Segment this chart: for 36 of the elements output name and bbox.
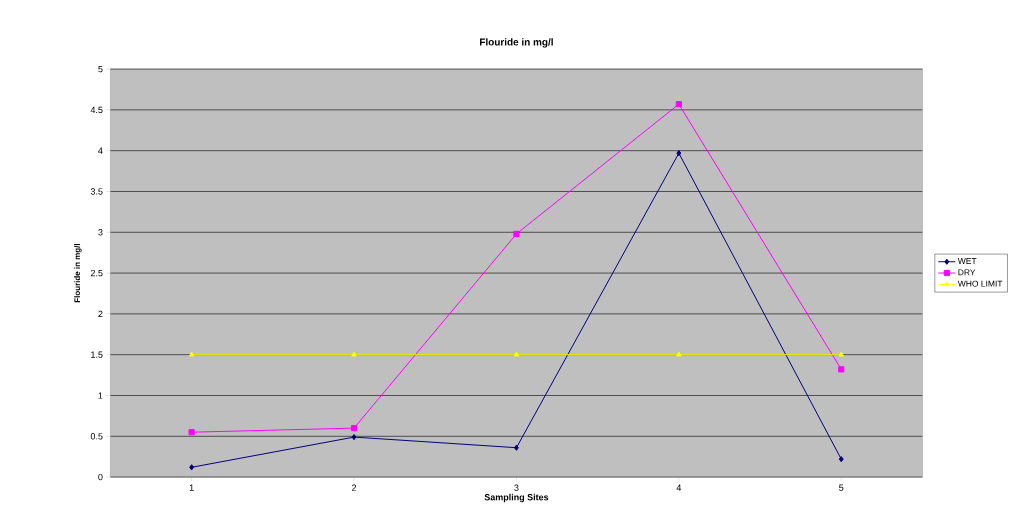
- x-tick-label: 1: [189, 484, 194, 491]
- y-tick-label: 5: [98, 65, 103, 73]
- chart-title: Flouride in mg/l: [480, 38, 553, 48]
- x-tick-label: 3: [514, 484, 519, 491]
- x-tick-label: 2: [352, 484, 357, 491]
- y-tick-label: 1.5: [91, 351, 103, 358]
- point: [676, 351, 682, 357]
- point: [838, 366, 845, 373]
- y-tick-label: 3.5: [90, 188, 103, 195]
- point: [675, 101, 682, 108]
- y-tick-label: 2: [98, 310, 103, 318]
- y-tick-label: 4.5: [90, 106, 103, 114]
- point: [838, 456, 844, 463]
- point: [351, 434, 357, 441]
- point: [513, 351, 520, 357]
- y-tick-label: 1: [98, 392, 103, 399]
- y-tick-label: 0.5: [90, 433, 103, 440]
- point: [351, 351, 357, 357]
- point: [188, 351, 195, 357]
- point: [189, 464, 195, 471]
- point: [838, 351, 844, 357]
- point: [514, 444, 519, 451]
- y-tick-label: 2.5: [90, 269, 103, 277]
- y-tick-label: 3: [98, 229, 103, 236]
- legend-label: WHO LIMIT: [957, 280, 1003, 287]
- x-tick-label: 4: [676, 484, 682, 491]
- legend-label: DRY: [958, 269, 976, 276]
- point: [513, 230, 520, 238]
- y-tick-label: 4: [98, 147, 103, 154]
- x-tick-label: 5: [839, 484, 844, 491]
- legend-label: WET: [957, 258, 977, 264]
- point: [676, 150, 682, 157]
- point: [350, 425, 358, 432]
- y-tick-label: 0: [98, 473, 103, 481]
- point: [188, 429, 195, 436]
- x-axis-title: Sampling Sites: [484, 493, 549, 503]
